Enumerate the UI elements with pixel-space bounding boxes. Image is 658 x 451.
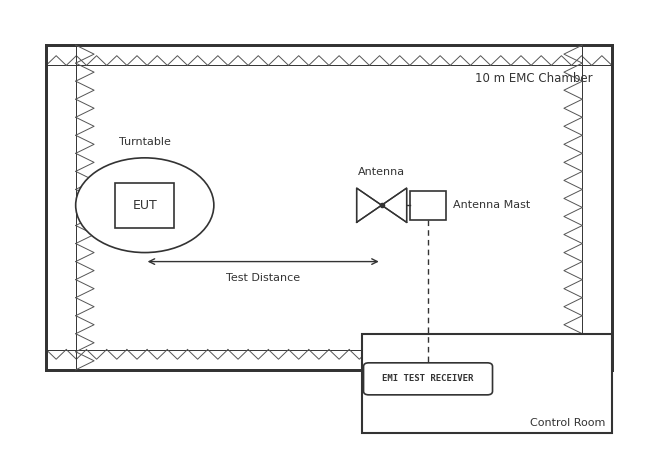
Text: EUT: EUT: [132, 199, 157, 212]
Bar: [115, 183, 174, 228]
Polygon shape: [357, 188, 382, 222]
Polygon shape: [382, 188, 407, 222]
Text: 10 m EMC Chamber: 10 m EMC Chamber: [474, 72, 592, 85]
Text: Test Distance: Test Distance: [226, 273, 300, 283]
FancyBboxPatch shape: [363, 363, 492, 395]
Text: Antenna: Antenna: [358, 167, 405, 177]
Bar: [410, 190, 446, 220]
Text: Control Room: Control Room: [530, 419, 605, 428]
Circle shape: [76, 158, 214, 253]
Bar: [362, 334, 612, 433]
Text: EMI TEST RECEIVER: EMI TEST RECEIVER: [382, 374, 474, 383]
Bar: [46, 45, 612, 370]
Text: Turntable: Turntable: [119, 137, 170, 147]
Text: Antenna Mast: Antenna Mast: [453, 200, 530, 210]
